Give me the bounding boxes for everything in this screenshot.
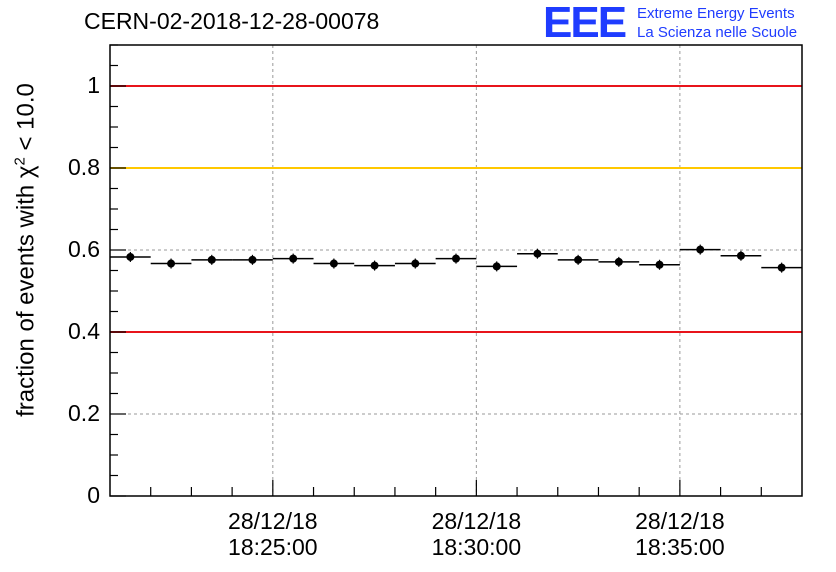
x-tick-time: 18:25:00 <box>228 534 318 560</box>
y-tick-label-3: 0.6 <box>68 236 100 262</box>
x-tick-label-0: 28/12/18 18:25:00 <box>203 508 343 560</box>
y-tick-label-2: 0.4 <box>68 318 100 344</box>
data-point-0 <box>126 252 135 261</box>
data-point-9 <box>492 262 501 271</box>
data-point-11 <box>574 255 583 264</box>
x-tick-label-1: 28/12/18 18:30:00 <box>406 508 546 560</box>
data-point-6 <box>370 261 379 270</box>
data-point-4 <box>289 254 298 263</box>
data-point-7 <box>411 259 420 268</box>
x-tick-time: 18:30:00 <box>431 534 522 560</box>
data-point-1 <box>167 259 176 268</box>
data-point-15 <box>736 251 745 260</box>
data-point-5 <box>329 259 338 268</box>
data-point-16 <box>777 263 786 272</box>
data-point-14 <box>696 245 705 254</box>
eee-logo: EEE <box>543 0 627 47</box>
data-point-2 <box>207 255 216 264</box>
data-point-3 <box>248 255 257 264</box>
y-tick-label-0: 0 <box>87 482 100 508</box>
eee-logo-text: Extreme Energy Events La Scienza nelle S… <box>637 4 797 42</box>
data-point-8 <box>452 254 460 263</box>
data-point-12 <box>614 257 623 266</box>
data-point-13 <box>655 260 664 269</box>
logo-line-1: Extreme Energy Events <box>637 5 795 22</box>
x-tick-date: 28/12/18 <box>635 508 725 534</box>
y-tick-label-1: 0.2 <box>68 400 100 426</box>
chart-title: CERN-02-2018-12-28-00078 <box>84 8 380 34</box>
plot-frame <box>109 44 803 497</box>
y-tick-label-5: 1 <box>87 72 100 98</box>
x-tick-label-2: 28/12/18 18:35:00 <box>610 508 750 560</box>
data-point-10 <box>533 249 542 258</box>
logo-line-2: La Scienza nelle Scuole <box>637 24 798 41</box>
x-tick-time: 18:35:00 <box>635 534 725 560</box>
x-tick-date: 28/12/18 <box>228 508 318 534</box>
x-tick-date: 28/12/18 <box>431 508 522 534</box>
y-tick-label-4: 0.8 <box>68 154 100 180</box>
